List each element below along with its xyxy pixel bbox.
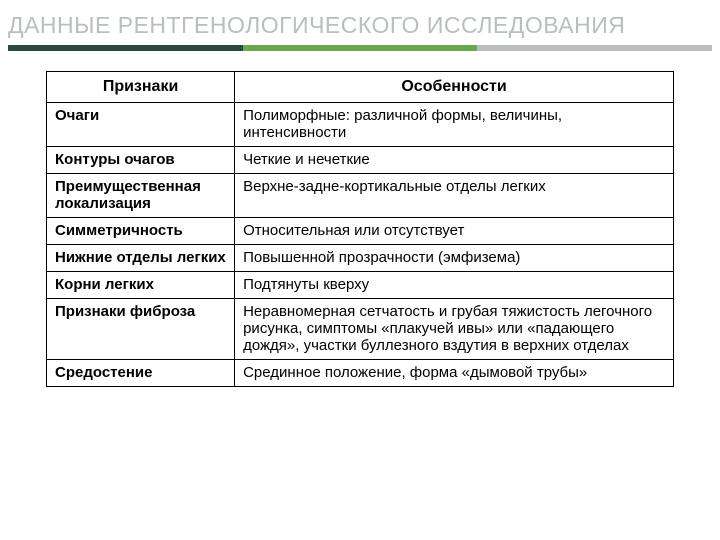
table-row: Симметричность Относительная или отсутст… <box>47 218 674 245</box>
table-row: Нижние отделы легких Повышенной прозрачн… <box>47 245 674 272</box>
table-wrapper: Признаки Особенности Очаги Полиморфные: … <box>0 55 720 387</box>
table-header-row: Признаки Особенности <box>47 72 674 103</box>
table-row: Средостение Срединное положение, форма «… <box>47 360 674 387</box>
cell-feature: Корни легких <box>47 272 235 299</box>
cell-feature: Признаки фиброза <box>47 299 235 360</box>
divider-bar <box>8 45 712 51</box>
cell-feature: Симметричность <box>47 218 235 245</box>
data-table: Признаки Особенности Очаги Полиморфные: … <box>46 71 674 387</box>
table-row: Контуры очагов Четкие и нечеткие <box>47 147 674 174</box>
cell-detail: Полиморфные: различной формы, величины, … <box>235 103 674 147</box>
cell-detail: Относительная или отсутствует <box>235 218 674 245</box>
cell-feature: Средостение <box>47 360 235 387</box>
table-row: Признаки фиброза Неравномерная сетчатост… <box>47 299 674 360</box>
slide-title: ДАННЫЕ РЕНТГЕНОЛОГИЧЕСКОГО ИССЛЕДОВАНИЯ <box>0 0 720 45</box>
table-row: Корни легких Подтянуты кверху <box>47 272 674 299</box>
cell-feature: Преимущественная локализация <box>47 174 235 218</box>
table-row: Преимущественная локализация Верхне-задн… <box>47 174 674 218</box>
cell-feature: Нижние отделы легких <box>47 245 235 272</box>
cell-feature: Контуры очагов <box>47 147 235 174</box>
cell-detail: Четкие и нечеткие <box>235 147 674 174</box>
divider-segment-3 <box>477 45 712 51</box>
cell-detail: Неравномерная сетчатость и грубая тяжист… <box>235 299 674 360</box>
header-detail: Особенности <box>235 72 674 103</box>
divider-segment-2 <box>243 45 478 51</box>
table-row: Очаги Полиморфные: различной формы, вели… <box>47 103 674 147</box>
cell-feature: Очаги <box>47 103 235 147</box>
header-feature: Признаки <box>47 72 235 103</box>
cell-detail: Верхне-задне-кортикальные отделы легких <box>235 174 674 218</box>
cell-detail: Подтянуты кверху <box>235 272 674 299</box>
divider-segment-1 <box>8 45 243 51</box>
cell-detail: Повышенной прозрачности (эмфизема) <box>235 245 674 272</box>
cell-detail: Срединное положение, форма «дымовой труб… <box>235 360 674 387</box>
table-body: Очаги Полиморфные: различной формы, вели… <box>47 103 674 387</box>
